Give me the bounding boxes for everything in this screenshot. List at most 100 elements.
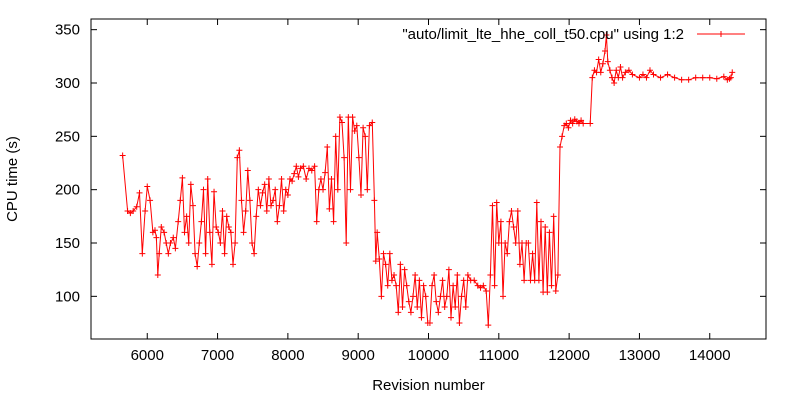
y-tick-label: 250 [55, 128, 80, 145]
data-point [546, 229, 553, 236]
data-point [376, 256, 383, 262]
data-point [311, 163, 318, 170]
data-point [244, 167, 251, 174]
data-point [422, 293, 429, 300]
data-point [130, 208, 137, 214]
data-point [491, 282, 498, 289]
data-point [487, 272, 494, 278]
data-point [202, 250, 209, 257]
y-tick-label: 150 [55, 235, 80, 252]
data-point [293, 163, 300, 170]
data-point [609, 74, 616, 81]
data-point [533, 199, 540, 206]
data-point [382, 261, 389, 268]
data-point [720, 73, 727, 80]
data-point [606, 67, 613, 74]
data-point [538, 218, 544, 225]
data-point [380, 250, 387, 257]
data-point [388, 277, 395, 284]
data-point [278, 176, 285, 182]
data-point [485, 322, 492, 329]
data-point [236, 147, 243, 154]
data-point [587, 120, 594, 127]
x-tick-label: 7000 [201, 347, 234, 364]
data-point [204, 176, 211, 182]
data-point [617, 64, 624, 70]
data-point [246, 197, 253, 204]
data-point [502, 240, 509, 246]
data-point [200, 186, 207, 193]
data-point [452, 304, 459, 310]
data-point [471, 277, 478, 284]
data-point [489, 202, 496, 209]
data-point [504, 250, 511, 257]
data-point [578, 117, 585, 124]
data-point [397, 261, 404, 268]
data-point [418, 314, 425, 321]
data-point [692, 74, 699, 81]
data-point [512, 240, 519, 246]
data-point [253, 213, 260, 220]
data-point [386, 250, 393, 257]
data-point [282, 186, 289, 193]
data-point [268, 202, 274, 209]
data-point [187, 181, 194, 188]
data-point [154, 272, 161, 278]
data-point [270, 197, 277, 204]
data-point [232, 240, 239, 246]
data-point [460, 277, 467, 284]
data-point [353, 122, 360, 129]
data-point [215, 229, 222, 236]
data-point [158, 224, 165, 230]
data-point [544, 289, 551, 296]
data-point [280, 208, 287, 214]
data-point [167, 240, 174, 246]
y-tick-label: 350 [55, 22, 80, 39]
data-point [611, 80, 618, 86]
x-tick-label: 8000 [271, 347, 304, 364]
data-point [514, 208, 521, 214]
data-point [328, 176, 335, 182]
data-point [257, 202, 264, 209]
x-tick-label: 12000 [548, 347, 590, 364]
data-point [196, 240, 203, 246]
data-point [678, 76, 685, 83]
data-point [401, 266, 408, 273]
data-point [622, 69, 629, 76]
data-point [308, 167, 315, 174]
data-point [364, 186, 371, 193]
data-point [416, 277, 423, 284]
data-point [399, 304, 406, 310]
data-point [441, 304, 448, 310]
data-point [433, 298, 440, 305]
data-point [334, 186, 341, 193]
data-point [462, 304, 469, 310]
data-point [300, 163, 307, 170]
data-point [347, 186, 354, 193]
y-tick-label: 300 [55, 75, 80, 92]
data-point [601, 48, 608, 54]
data-point [144, 183, 151, 190]
data-point [559, 133, 566, 140]
data-point [429, 282, 436, 289]
data-point [259, 189, 266, 196]
data-point [172, 245, 179, 252]
data-point [133, 203, 140, 210]
data-point [597, 69, 604, 76]
data-point [403, 282, 410, 289]
data-point [657, 74, 664, 81]
data-point [119, 152, 126, 159]
data-point [217, 240, 224, 246]
data-point [192, 250, 199, 257]
data-point [156, 250, 163, 257]
data-point [320, 186, 327, 193]
data-point [291, 170, 298, 177]
data-point [569, 120, 576, 127]
data-point [208, 261, 215, 268]
data-point [161, 229, 168, 236]
data-point [324, 144, 331, 150]
data-point [369, 119, 376, 126]
data-point [219, 208, 226, 214]
data-point [713, 75, 720, 82]
